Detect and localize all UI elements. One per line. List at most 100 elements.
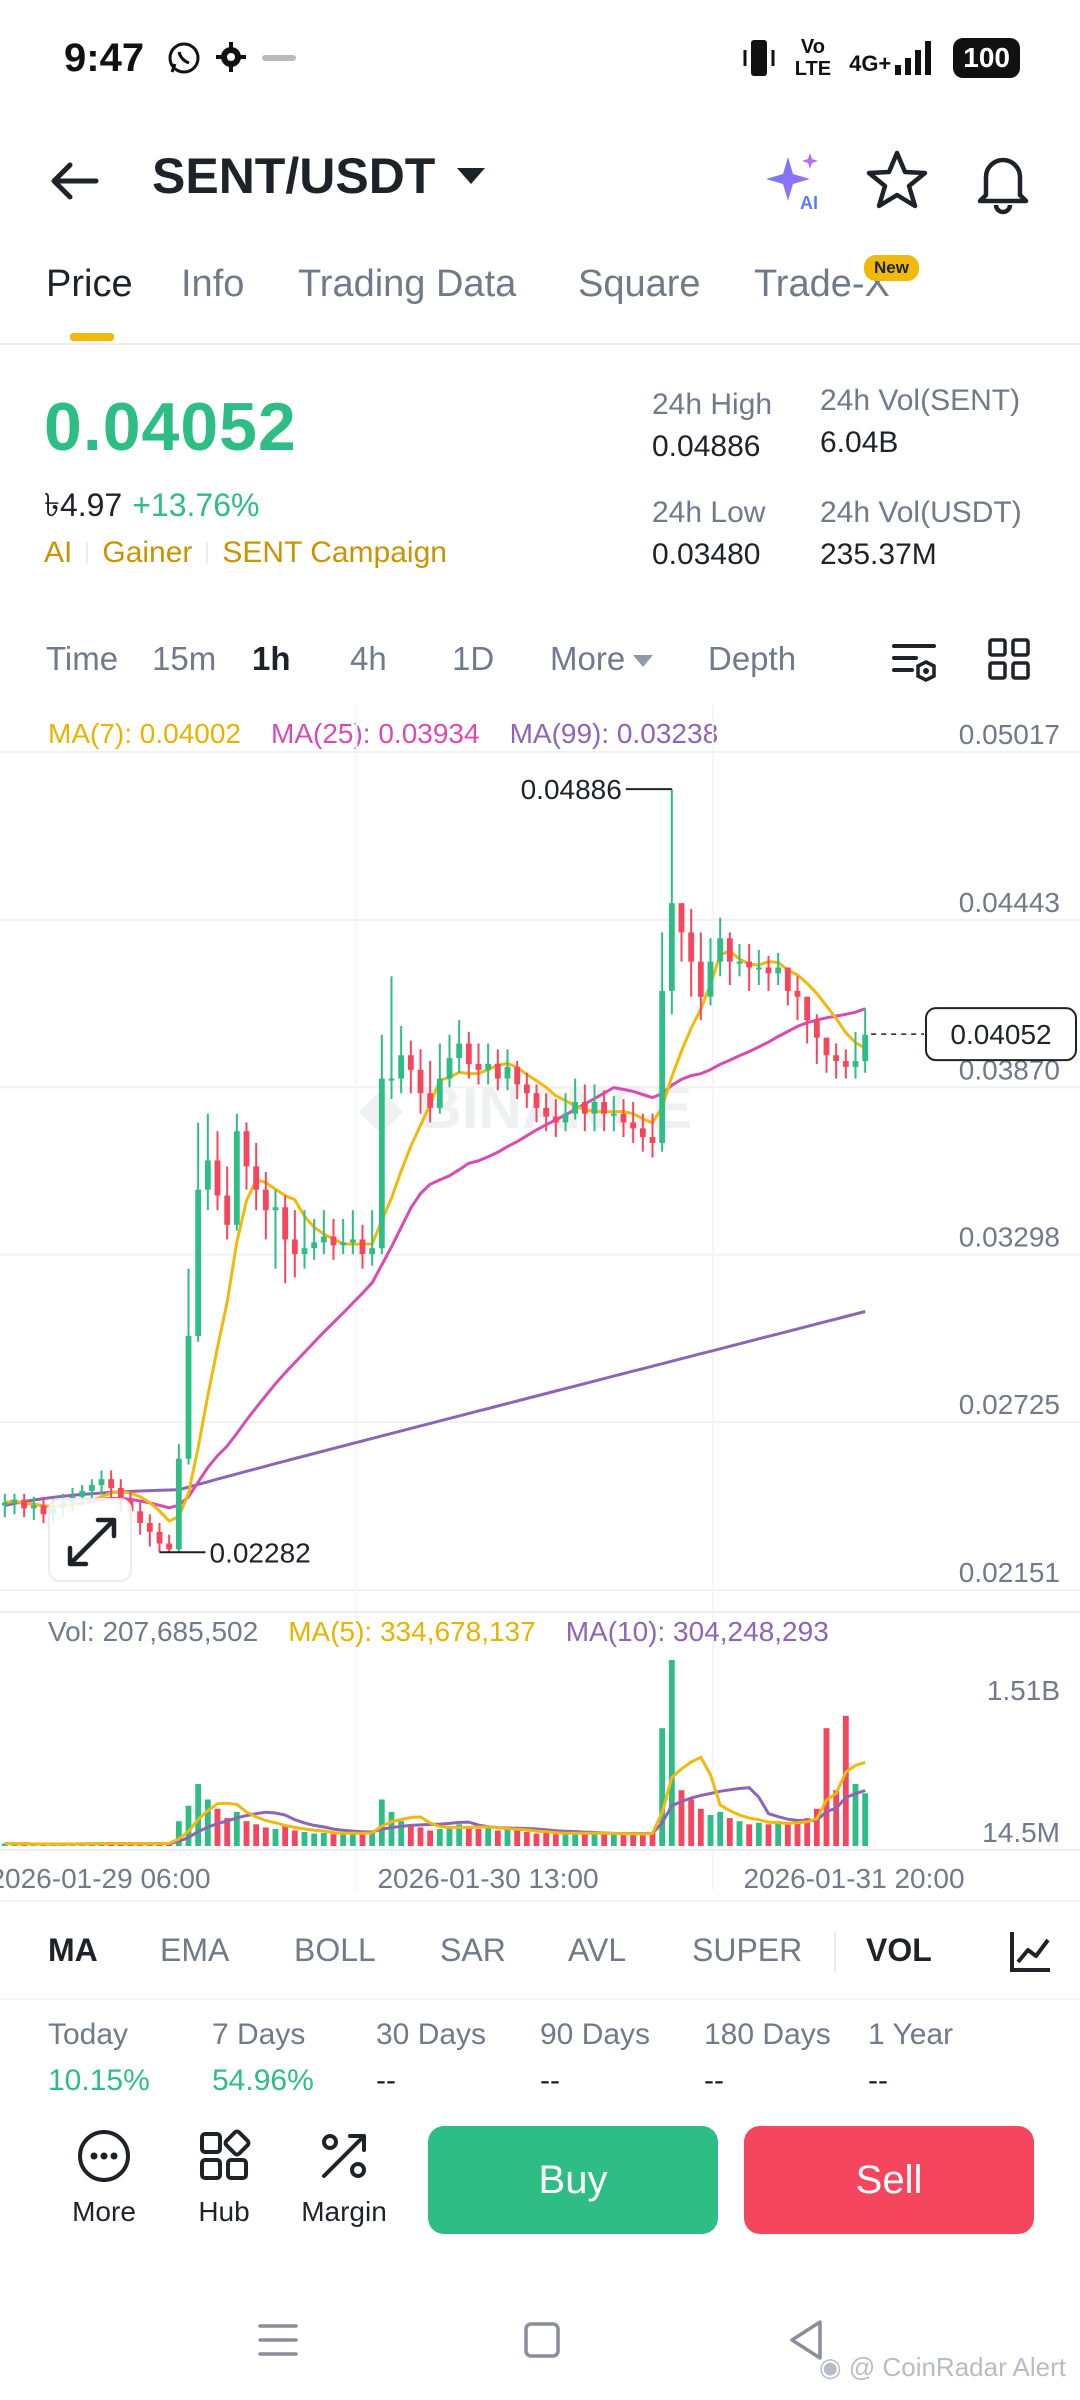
- watermark-label: CoinRadar Alert: [882, 2352, 1066, 2382]
- pair-title: SENT/USDT: [152, 148, 436, 204]
- pair-selector[interactable]: SENT/USDT: [152, 147, 486, 205]
- perf-90d: 90 Days --: [540, 2018, 650, 2098]
- asset-tags: AI Gainer SENT Campaign: [44, 536, 447, 570]
- sell-button[interactable]: Sell: [744, 2126, 1034, 2234]
- interval-1h[interactable]: 1h: [252, 640, 291, 677]
- volume-bar: [746, 1824, 753, 1846]
- stat-value: 0.03480: [652, 538, 761, 571]
- interval-1d[interactable]: 1D: [452, 640, 495, 677]
- tab-price[interactable]: Price: [46, 263, 133, 305]
- candle-body: [630, 1122, 637, 1129]
- volume-bar: [417, 1827, 424, 1846]
- stat-24h-low: 24h Low 0.03480: [652, 496, 765, 572]
- interval-depth[interactable]: Depth: [708, 640, 797, 677]
- candle-body: [349, 1239, 356, 1243]
- margin-action[interactable]: Margin: [294, 2126, 394, 2228]
- candle-body: [301, 1248, 308, 1255]
- candle-body: [678, 903, 685, 933]
- hub-action[interactable]: Hub: [174, 2126, 274, 2228]
- volume-bar: [552, 1834, 559, 1846]
- candle-body: [485, 1063, 492, 1070]
- perf-today: Today 10.15%: [48, 2018, 150, 2098]
- price-change: +13.76%: [132, 487, 260, 523]
- notification-dots-icon: [262, 55, 296, 61]
- stat-label: 24h High: [652, 388, 773, 421]
- tab-info[interactable]: Info: [181, 263, 245, 305]
- candle-body: [253, 1166, 260, 1190]
- svg-text:AI: AI: [800, 193, 818, 213]
- indicator-vol[interactable]: VOL: [866, 1932, 932, 1968]
- volume-bar: [378, 1799, 385, 1846]
- tag-ai[interactable]: AI: [44, 536, 73, 569]
- candle-body: [717, 938, 724, 962]
- volume-legend: Vol: 207,685,502 MA(5): 334,678,137 MA(1…: [48, 1616, 829, 1648]
- indicator-boll[interactable]: BOLL: [294, 1932, 376, 1968]
- candle-body: [736, 961, 743, 964]
- candle-body: [21, 1499, 28, 1509]
- price-local-change: ৳4.97 +13.76%: [44, 480, 259, 534]
- indicator-sar[interactable]: SAR: [440, 1932, 506, 1968]
- volume-bar: [301, 1832, 308, 1846]
- more-action[interactable]: More: [54, 2126, 154, 2228]
- indicator-super[interactable]: SUPER: [692, 1932, 803, 1968]
- candle-body: [794, 990, 801, 997]
- expand-arrows-icon: [67, 1517, 117, 1567]
- candle-body: [40, 1505, 47, 1515]
- candle-body: [108, 1479, 115, 1488]
- indicator-avl[interactable]: AVL: [568, 1932, 627, 1968]
- indicator-ema[interactable]: EMA: [160, 1932, 230, 1968]
- tab-trading-data[interactable]: Trading Data: [298, 263, 517, 305]
- candle-body: [311, 1242, 318, 1249]
- interval-more[interactable]: More: [550, 640, 654, 678]
- volume-axis-label: 1.51B: [987, 1675, 1060, 1706]
- volume-bar: [494, 1830, 501, 1846]
- volume-bar: [581, 1832, 588, 1846]
- chart-settings-icon[interactable]: [890, 638, 940, 684]
- candle-body: [156, 1531, 163, 1544]
- volume-bar: [794, 1821, 801, 1846]
- tag-campaign[interactable]: SENT Campaign: [222, 536, 447, 569]
- interval-time[interactable]: Time: [46, 640, 119, 677]
- fullscreen-expand-button[interactable]: [48, 1498, 132, 1582]
- home-icon[interactable]: [512, 2310, 572, 2370]
- volume-bar: [610, 1834, 617, 1846]
- bell-alert-icon[interactable]: [968, 145, 1038, 215]
- volume-bar: [465, 1827, 472, 1846]
- interval-4h[interactable]: 4h: [350, 640, 387, 677]
- layout-grid-icon[interactable]: [986, 636, 1032, 682]
- recent-apps-icon[interactable]: [248, 2310, 308, 2370]
- candle-body: [533, 1093, 540, 1108]
- candle-body: [195, 1189, 202, 1336]
- candle-body: [813, 1020, 820, 1038]
- volume-bar: [436, 1828, 443, 1846]
- price-axis-label: 0.02725: [959, 1389, 1060, 1420]
- price-axis-label: 0.03298: [959, 1222, 1060, 1253]
- indicator-ma[interactable]: MA: [48, 1932, 98, 1968]
- back-nav-icon[interactable]: [776, 2310, 836, 2370]
- volume-bar: [862, 1793, 869, 1846]
- stat-label: 24h Vol(SENT): [820, 384, 1021, 417]
- tag-gainer[interactable]: Gainer: [102, 536, 193, 569]
- tag-divider: [206, 542, 209, 564]
- watermark-text: ◉ @ CoinRadar Alert: [818, 2352, 1066, 2382]
- hub-grid-icon: [200, 2129, 251, 2180]
- candle-body: [117, 1487, 124, 1500]
- candle-body: [668, 903, 675, 991]
- price-axis-label: 0.05017: [959, 719, 1060, 750]
- volume-bar: [195, 1784, 202, 1846]
- ai-sparkle-icon[interactable]: AI: [760, 147, 830, 217]
- candle-body: [446, 1058, 453, 1079]
- perf-label: 180 Days: [704, 2018, 831, 2051]
- tab-square[interactable]: Square: [578, 263, 701, 305]
- volume-bar: [272, 1828, 279, 1846]
- favorite-star-icon[interactable]: [862, 145, 932, 215]
- back-arrow-icon[interactable]: [44, 151, 104, 211]
- interval-15m[interactable]: 15m: [152, 640, 217, 677]
- volume-bar: [765, 1824, 772, 1846]
- indicator-chart-icon[interactable]: [1006, 1926, 1056, 1976]
- volume-bar: [456, 1824, 463, 1846]
- buy-button[interactable]: Buy: [428, 2126, 718, 2234]
- active-tab-indicator: [70, 333, 114, 341]
- volume-bar: [572, 1832, 579, 1846]
